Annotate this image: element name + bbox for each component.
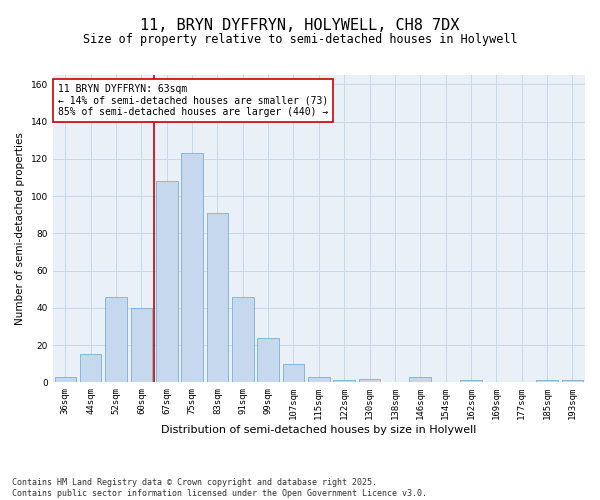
Bar (206, 213, 228, 382)
Bar (334, 380, 355, 382)
Text: Size of property relative to semi-detached houses in Holywell: Size of property relative to semi-detach… (83, 32, 517, 46)
Bar (308, 376, 329, 382)
Bar (409, 376, 431, 382)
Bar (359, 378, 380, 382)
Bar (80, 354, 101, 382)
Text: 11 BRYN DYFFRYN: 63sqm
← 14% of semi-detached houses are smaller (73)
85% of sem: 11 BRYN DYFFRYN: 63sqm ← 14% of semi-det… (58, 84, 328, 117)
Bar (283, 364, 304, 382)
Bar (156, 181, 178, 382)
Bar (181, 153, 203, 382)
Y-axis label: Number of semi-detached properties: Number of semi-detached properties (15, 132, 25, 325)
Text: 11, BRYN DYFFRYN, HOLYWELL, CH8 7DX: 11, BRYN DYFFRYN, HOLYWELL, CH8 7DX (140, 18, 460, 32)
Text: Contains HM Land Registry data © Crown copyright and database right 2025.
Contai: Contains HM Land Registry data © Crown c… (12, 478, 427, 498)
Bar (105, 296, 127, 382)
Bar (232, 296, 254, 382)
Bar (131, 308, 152, 382)
Bar (536, 380, 558, 382)
Bar (460, 380, 482, 382)
X-axis label: Distribution of semi-detached houses by size in Holywell: Distribution of semi-detached houses by … (161, 425, 476, 435)
Bar (562, 380, 583, 382)
Bar (257, 338, 279, 382)
Bar (55, 376, 76, 382)
